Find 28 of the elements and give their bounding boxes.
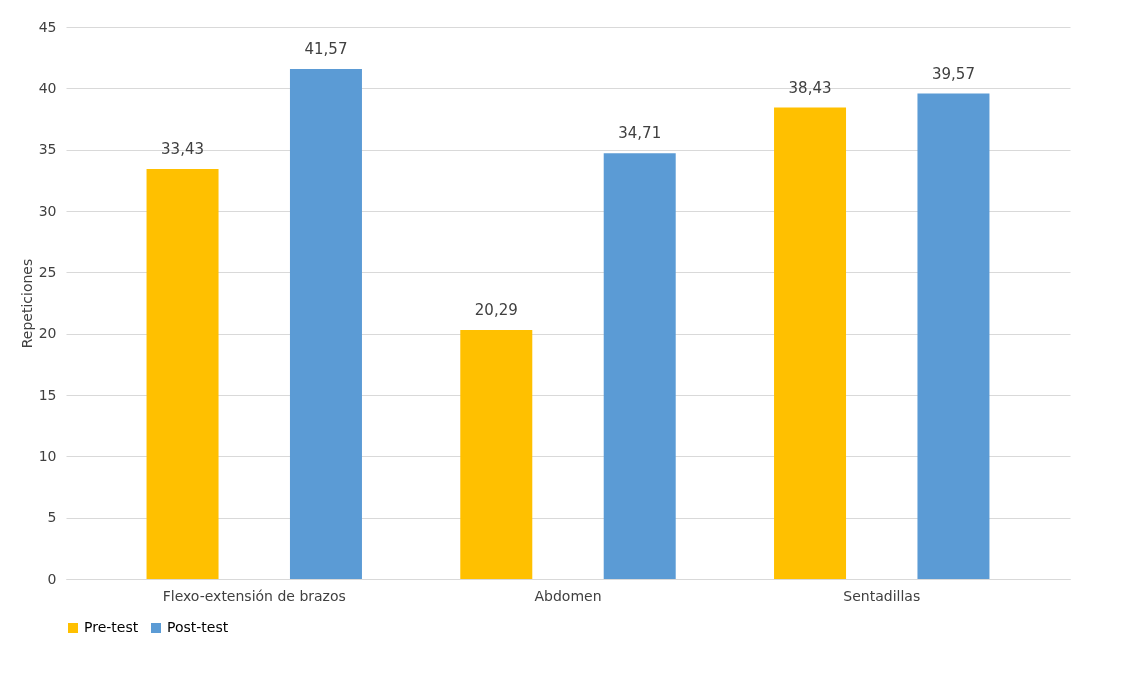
data-label: 39,57 [931,64,975,83]
bar [460,330,533,579]
bar [917,93,990,579]
y-tick-label: 5 [47,509,57,526]
x-tick-label: Flexo-extensión de brazos [162,587,346,604]
data-label: 38,43 [788,78,832,97]
bar [774,107,847,579]
y-tick-label: 0 [47,570,57,587]
data-label: 33,43 [161,139,205,158]
bar [146,168,219,579]
data-label: 20,29 [474,301,518,320]
bar [603,153,676,579]
y-tick-label: 15 [38,386,57,403]
bar [289,69,362,579]
y-tick-label: 35 [38,141,57,158]
y-tick-label: 30 [38,202,57,219]
data-label: 41,57 [304,40,348,59]
y-axis-title: Repeticiones [18,258,35,349]
y-tick-label: 45 [38,18,57,35]
x-tick-label: Sentadillas [843,587,921,604]
y-tick-label: 40 [38,79,57,96]
y-tick-label: 25 [38,263,57,280]
y-tick-label: 10 [38,447,57,464]
data-label: 34,71 [618,124,662,143]
y-tick-label: 20 [38,325,57,342]
x-tick-label: Abdomen [534,587,602,604]
legend-label: Pre-test [84,619,139,635]
legend-label: Post-test [167,619,229,635]
